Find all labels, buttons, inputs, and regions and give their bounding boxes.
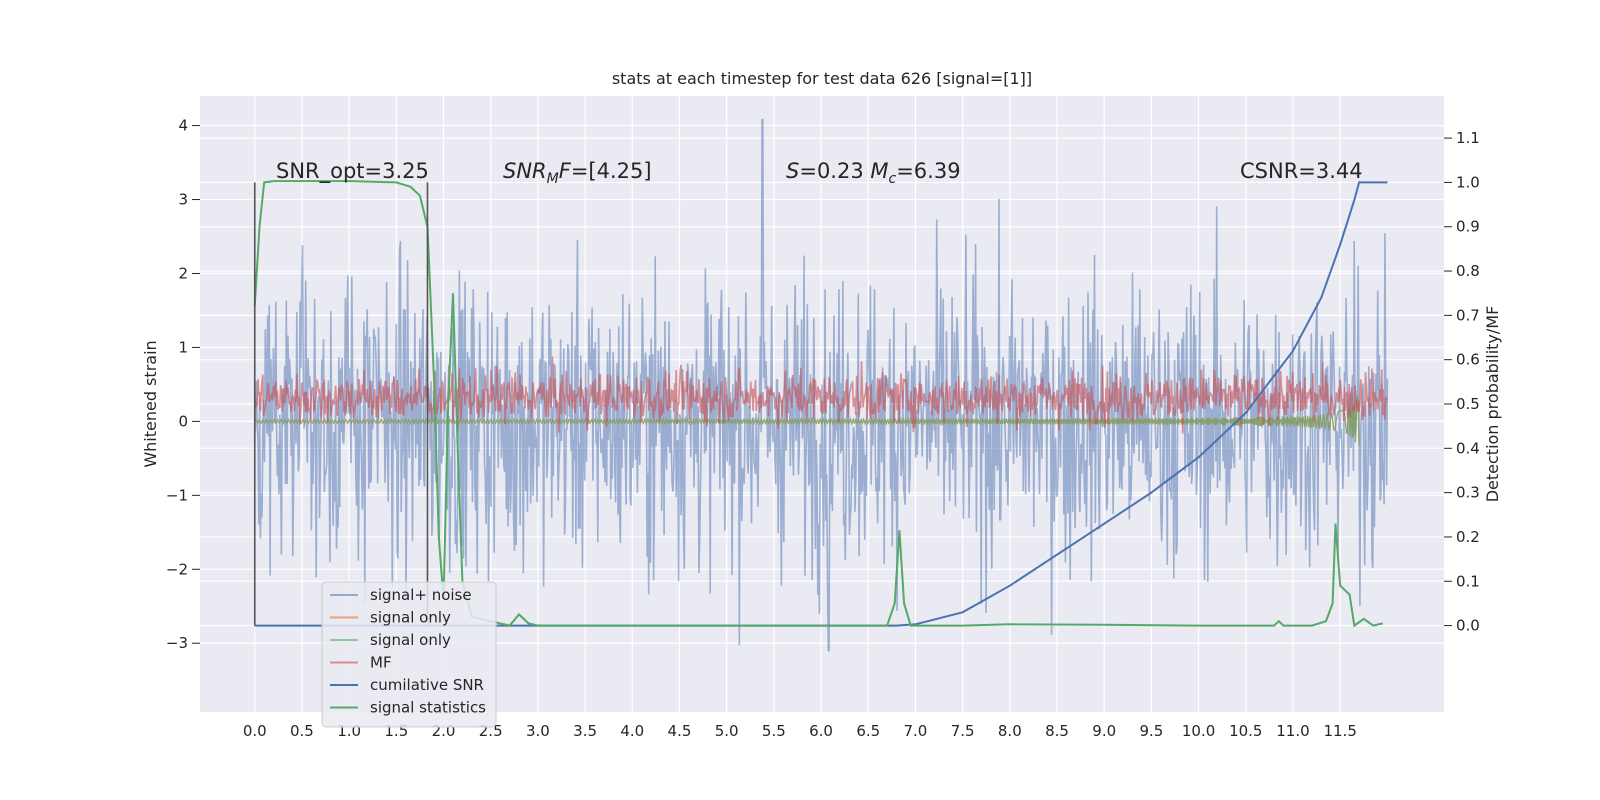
x-tick-label: 6.0 [809, 722, 833, 740]
x-tick-label: 4.0 [620, 722, 644, 740]
vertical-markers [253, 182, 429, 626]
y-tick-label: 2 [178, 264, 188, 282]
x-tick-label: 7.0 [904, 722, 928, 740]
legend-entry: signal only [370, 631, 451, 649]
y2-tick-label: 0.8 [1456, 262, 1480, 280]
series-5 [253, 180, 1383, 628]
x-tick-label: 5.5 [762, 722, 786, 740]
y-tick-label: −1 [166, 486, 188, 504]
legend-entry: signal+ noise [370, 586, 472, 604]
annotations: SNR_opt=3.25 SNRMF=[4.25] S=0.23 Mc=6.39 CS… [276, 159, 1363, 187]
x-tick-label: 7.5 [951, 722, 975, 740]
y2-tick-label: 0.0 [1456, 617, 1480, 635]
series-line [253, 180, 1383, 628]
y-tick-label: −2 [166, 560, 188, 578]
x-tick-label: 0.0 [243, 722, 267, 740]
x-tick-label: 11.0 [1276, 722, 1309, 740]
series-line [253, 356, 1388, 434]
y2-axis-ticks: 0.0 0.1 0.2 0.3 0.4 0.5 0.6 0.7 0.8 0.9 1.0 1.1 [1444, 129, 1480, 635]
legend-entry: cumilative SNR [370, 676, 484, 694]
x-tick-label: 9.5 [1139, 722, 1163, 740]
annotation: CSNR=3.44 [1240, 159, 1363, 183]
legend-entry: MF [370, 654, 392, 672]
y-tick-label: 4 [178, 117, 188, 135]
series-3 [253, 356, 1388, 434]
x-tick-label: 9.0 [1092, 722, 1116, 740]
y2-tick-label: 0.7 [1456, 306, 1480, 324]
x-tick-label: 4.5 [668, 722, 692, 740]
x-tick-label: 8.0 [998, 722, 1022, 740]
y-tick-label: −3 [166, 634, 188, 652]
legend-entry: signal statistics [370, 699, 486, 717]
x-tick-label: 10.0 [1182, 722, 1215, 740]
series-line [254, 181, 1388, 627]
y2-tick-label: 0.1 [1456, 572, 1480, 590]
x-tick-label: 11.5 [1323, 722, 1356, 740]
x-tick-label: 10.5 [1229, 722, 1262, 740]
legend-box [321, 581, 497, 728]
y2-tick-label: 1.1 [1456, 129, 1480, 147]
x-tick-label: 6.5 [856, 722, 880, 740]
annotation: SNR_opt=3.25 [276, 159, 429, 184]
y2-tick-label: 0.5 [1456, 395, 1480, 413]
x-tick-label: 8.5 [1045, 722, 1069, 740]
series-4 [254, 181, 1388, 627]
y2-tick-label: 0.9 [1456, 218, 1480, 236]
x-tick-label: 3.5 [573, 722, 597, 740]
series-0 [253, 118, 1389, 652]
y2-tick-label: 0.4 [1456, 439, 1480, 457]
x-tick-label: 0.5 [290, 722, 314, 740]
series-line [253, 118, 1389, 652]
y-axis-ticks: −3 −2 −1 0 1 2 3 4 [166, 117, 200, 652]
y2-tick-label: 0.6 [1456, 351, 1480, 369]
annotation: S=0.23 Mc=6.39 [786, 159, 961, 187]
y2-tick-label: 0.2 [1456, 528, 1480, 546]
y2-axis-label: Detection probability/MF [1483, 306, 1502, 503]
y-tick-label: 1 [178, 338, 188, 356]
x-tick-label: 5.0 [715, 722, 739, 740]
y-tick-label: 0 [178, 412, 188, 430]
legend: signal+ noise signal only signal only MF cum… [321, 581, 497, 728]
series-layer [253, 118, 1389, 652]
y-tick-label: 3 [178, 191, 188, 209]
annotation: SNRMF=[4.25] [503, 159, 652, 187]
legend-entry: signal only [370, 609, 451, 627]
y2-tick-label: 0.3 [1456, 484, 1480, 502]
x-axis-ticks: 0.0 0.5 1.0 1.5 2.0 2.5 3.0 3.5 4.0 4.5 5.0 5.5 6.0 6… [243, 722, 1357, 740]
y-axis-label: Whitened strain [141, 340, 160, 467]
x-tick-label: 3.0 [526, 722, 550, 740]
y2-tick-label: 1.0 [1456, 173, 1480, 191]
chart-title: stats at each timestep for test data 626… [612, 69, 1032, 88]
